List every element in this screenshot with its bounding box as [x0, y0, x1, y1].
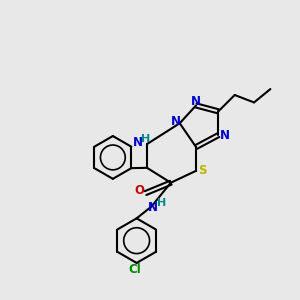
Text: N: N: [191, 95, 201, 108]
Text: N: N: [220, 129, 230, 142]
Text: O: O: [135, 184, 145, 197]
Text: Cl: Cl: [129, 263, 142, 276]
Text: N: N: [171, 115, 181, 128]
Text: N: N: [133, 136, 142, 149]
Text: S: S: [198, 164, 207, 177]
Text: H: H: [141, 134, 150, 144]
Text: H: H: [157, 199, 166, 208]
Text: N: N: [147, 201, 158, 214]
